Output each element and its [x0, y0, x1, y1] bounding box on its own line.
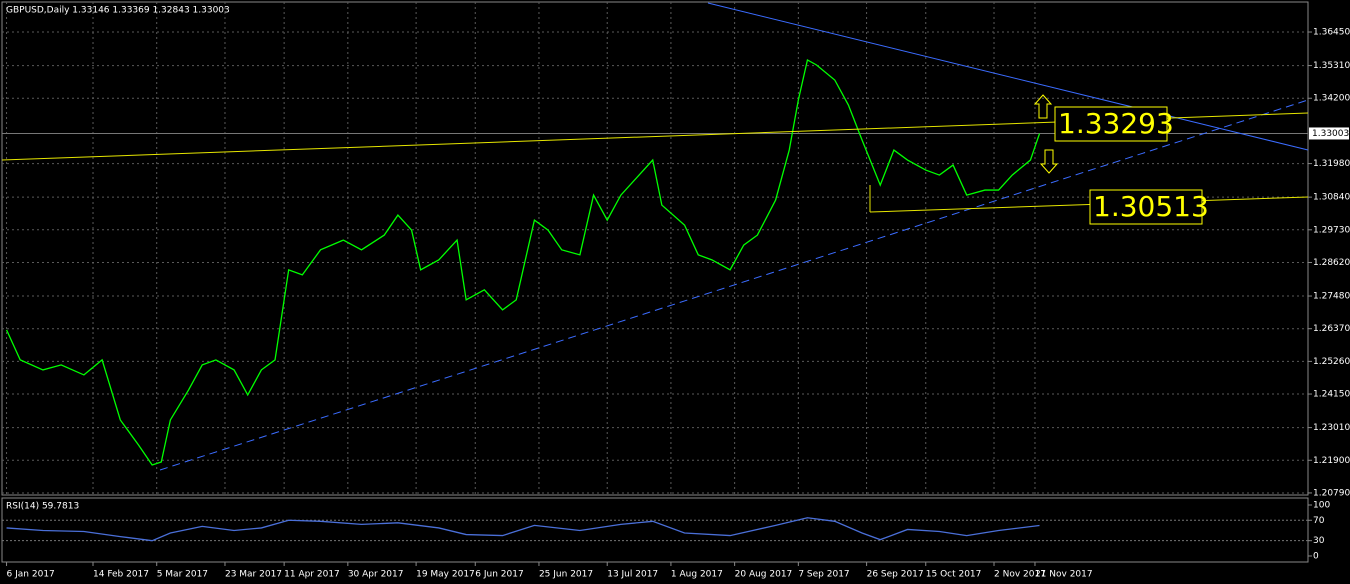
y-tick-label: 1.35310	[1313, 61, 1350, 71]
y-tick-label: 1.26370	[1313, 324, 1350, 334]
x-tick-label: 6 Jan 2017	[7, 570, 55, 580]
annotation-box	[1054, 106, 1168, 142]
x-tick-label: 7 Sep 2017	[798, 570, 849, 580]
x-tick-label: 19 May 2017	[416, 570, 475, 580]
price-line	[5, 58, 1041, 466]
x-tick-label: 1 Aug 2017	[671, 570, 723, 580]
y-tick-label: 1.27480	[1313, 292, 1350, 302]
y-tick-label: 1.28620	[1313, 258, 1350, 268]
y-tick-label: 1.36450	[1313, 28, 1350, 38]
x-tick-label: 23 Mar 2017	[225, 570, 282, 580]
rsi-pane	[1, 497, 1309, 563]
up-arrow	[1033, 94, 1053, 119]
y-tick-label: 1.30840	[1313, 193, 1350, 203]
annotation: 1.30513	[1093, 190, 1209, 223]
x-tick-label: 25 Jun 2017	[539, 570, 593, 580]
x-tick-label: 14 Feb 2017	[93, 570, 149, 580]
rsi-title: RSI(14) 59.7813	[6, 502, 79, 512]
x-tick-label: 20 Aug 2017	[735, 570, 793, 580]
y-tick-label: 100	[1313, 500, 1330, 510]
y-tick-label: 1.34200	[1313, 94, 1350, 104]
x-tick-label: 13 Jul 2017	[607, 570, 658, 580]
annotation: 1.33293	[1058, 107, 1174, 140]
y-tick-label: 1.20790	[1313, 488, 1350, 498]
support-line	[869, 196, 1309, 213]
x-tick-label: 21 Nov 2017	[1035, 570, 1093, 580]
price-line	[6, 517, 1040, 542]
current-price-label: 1.33003	[1312, 129, 1349, 139]
y-tick-label: 30	[1313, 536, 1325, 546]
y-tick-label: 1.21900	[1313, 456, 1350, 466]
x-tick-label: 30 Apr 2017	[348, 570, 404, 580]
marks	[5, 58, 1041, 542]
price-pane	[1, 1, 1309, 496]
annotation-box	[1089, 189, 1203, 225]
y-tick-label: 1.23010	[1313, 423, 1350, 433]
x-tick-label: 2 Nov 2017	[994, 570, 1046, 580]
trend-line-dashed	[159, 99, 1309, 471]
x-tick-label: 11 Apr 2017	[284, 570, 340, 580]
y-tick-label: 70	[1313, 516, 1325, 526]
x-tick-label: 26 Sep 2017	[867, 570, 924, 580]
y-tick-label: 1.29730	[1313, 225, 1350, 235]
x-tick-label: 5 Mar 2017	[157, 570, 208, 580]
grid	[2, 2, 1308, 542]
y-tick-label: 1.31980	[1313, 159, 1350, 169]
y-tick-label: 0	[1313, 551, 1319, 561]
trend-line	[707, 2, 1309, 151]
y-tick-label: 1.24150	[1313, 390, 1350, 400]
y-tick-label: 1.25260	[1313, 357, 1350, 367]
current-price-box	[1309, 127, 1349, 140]
x-tick-label: 15 Oct 2017	[926, 570, 982, 580]
chart-title: GBPUSD,Daily 1.33146 1.33369 1.32843 1.3…	[6, 6, 230, 16]
down-arrow	[1039, 149, 1059, 174]
x-tick-label: 6 Jun 2017	[475, 570, 523, 580]
